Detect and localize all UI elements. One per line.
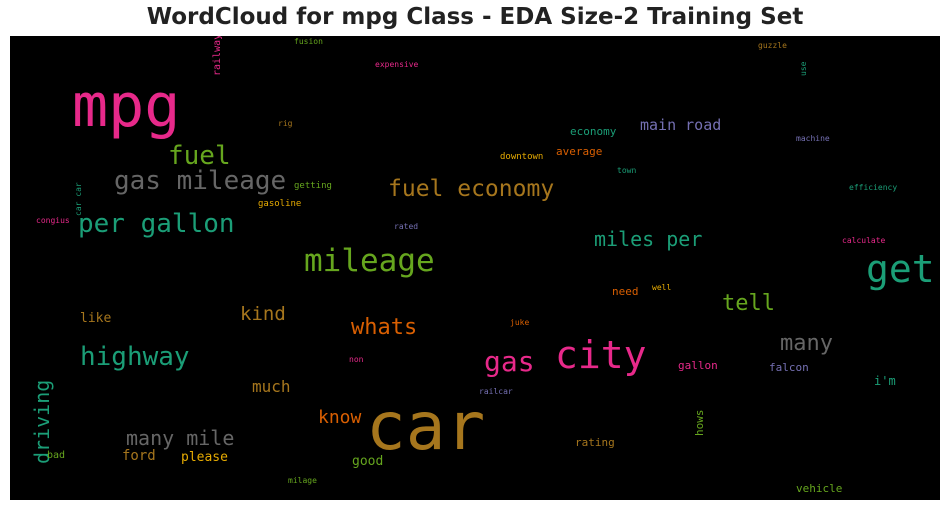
- chart-title: WordCloud for mpg Class - EDA Size-2 Tra…: [146, 4, 804, 30]
- word-railcar: railcar: [479, 387, 513, 396]
- word-main-road: main road: [640, 116, 722, 134]
- word-congius: congius: [36, 216, 70, 225]
- word-city: city: [555, 333, 647, 377]
- word-downtown: downtown: [500, 152, 544, 162]
- word-juke: juke: [510, 318, 530, 327]
- word-milage: milage: [288, 476, 317, 485]
- word-vehicle: vehicle: [796, 482, 843, 495]
- word-guzzle: guzzle: [758, 41, 787, 50]
- word-machine: machine: [796, 134, 830, 143]
- word-whats: whats: [351, 315, 418, 340]
- word-railway: railway: [212, 36, 223, 76]
- word-many: many: [780, 331, 833, 356]
- word-per-gallon: per gallon: [78, 209, 235, 239]
- word-well: well: [652, 283, 672, 292]
- word-use: use: [799, 61, 808, 76]
- word-average: average: [556, 145, 603, 158]
- word-car: car: [366, 388, 486, 465]
- word-rating: rating: [575, 436, 615, 449]
- word-fuel: fuel: [168, 141, 231, 171]
- word-highway: highway: [80, 342, 190, 372]
- word-ford: ford: [122, 448, 156, 464]
- word-mpg: mpg: [72, 71, 181, 141]
- word-hows: hows: [693, 409, 706, 437]
- word-calculate: calculate: [842, 236, 886, 245]
- word-good: good: [352, 454, 384, 469]
- word-like: like: [80, 311, 112, 326]
- word-need: need: [612, 285, 639, 298]
- word-much: much: [252, 377, 291, 396]
- word-gallon: gallon: [678, 359, 718, 372]
- word-tell: tell: [722, 291, 775, 316]
- word-kind: kind: [240, 303, 286, 325]
- word-rig: rig: [278, 119, 293, 128]
- word-bad: bad: [47, 450, 66, 461]
- word-car-car: car car: [74, 182, 83, 216]
- word-rated: rated: [394, 222, 419, 231]
- word-know: know: [318, 407, 362, 428]
- word-economy: economy: [570, 125, 617, 138]
- word-expensive: expensive: [375, 60, 419, 69]
- word-gasoline: gasoline: [258, 199, 302, 209]
- word-fuel-economy: fuel economy: [388, 176, 555, 202]
- word-gas-mileage: gas mileage: [114, 166, 287, 196]
- word-efficiency: efficiency: [849, 183, 898, 192]
- word-many-mile: many mile: [126, 426, 235, 450]
- word-falcon: falcon: [769, 361, 809, 374]
- word-fusion: fusion: [294, 37, 323, 46]
- word-get: get: [866, 247, 935, 291]
- wordcloud-canvas: mpg car get city mileage gas mileage per gallo…: [10, 36, 940, 500]
- word-i-m: i'm: [874, 374, 896, 388]
- word-non: non: [349, 355, 364, 364]
- word-getting: getting: [294, 181, 332, 191]
- word-miles-per: miles per: [594, 227, 703, 251]
- word-mileage: mileage: [304, 243, 435, 279]
- word-please: please: [181, 450, 228, 465]
- word-gas: gas: [484, 345, 535, 378]
- word-town: town: [617, 166, 637, 175]
